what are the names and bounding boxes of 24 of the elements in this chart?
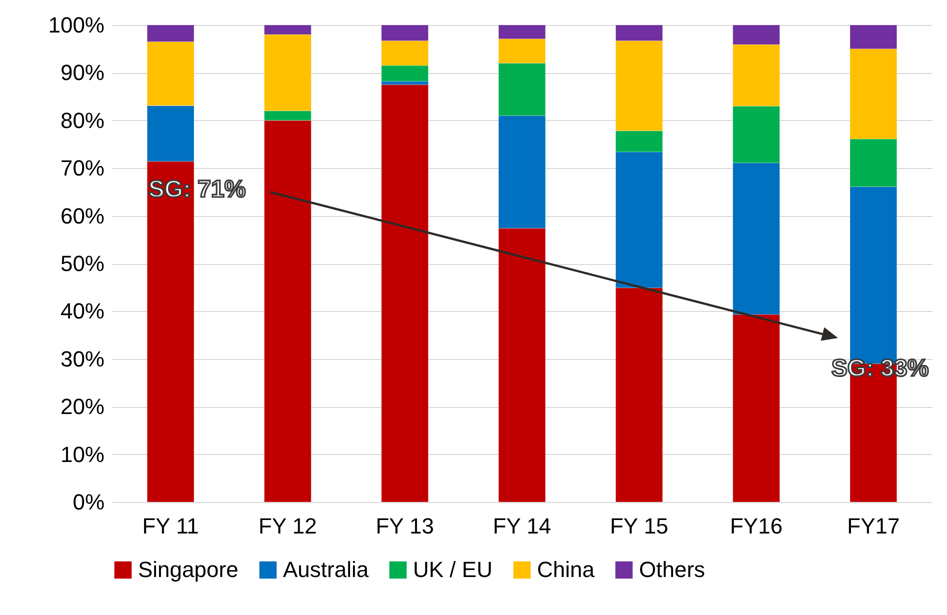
y-tick-label: 10% [60,442,104,467]
y-tick-label: 70% [60,156,104,181]
y-tick-label: 80% [60,108,104,133]
annotation: SG: 71% [148,176,246,203]
x-tick-label: FY 13 [376,514,434,538]
x-tick-label: FY 12 [258,514,317,538]
x-tick-label: FY 14 [492,514,552,538]
y-tick-label: 100% [48,12,104,38]
y-tick-label: 90% [60,60,104,86]
legend-label: Australia [283,557,370,582]
y-tick-label: 30% [60,346,104,372]
legend-label: China [537,557,596,582]
y-tick-label: 60% [60,203,104,228]
x-tick-label: FY 11 [142,514,199,538]
x-tick-label: FY17 [847,514,900,538]
y-tick-label: 20% [60,394,104,420]
y-tick-label: 0% [72,490,104,514]
y-tick-label: 40% [60,298,104,324]
x-tick-label: FY16 [730,514,783,538]
x-tick-label: FY 15 [610,514,668,538]
legend-label: Singapore [138,557,238,582]
legend-label: Others [639,557,706,582]
legend-label: UK / EU [413,557,492,582]
y-tick-label: 50% [60,251,104,276]
